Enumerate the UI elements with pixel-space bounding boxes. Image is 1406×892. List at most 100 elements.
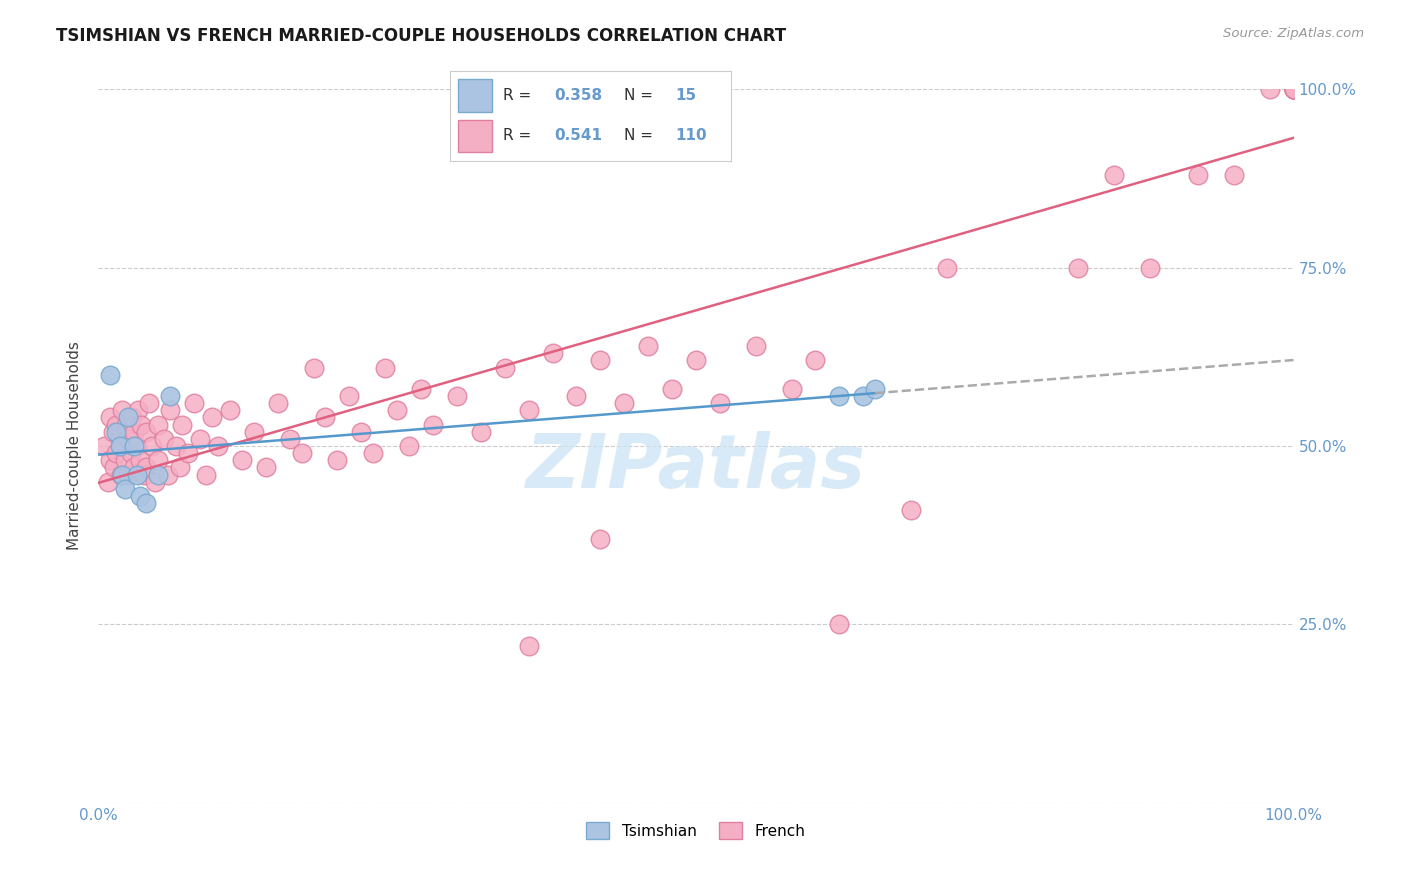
- Text: 0.541: 0.541: [554, 128, 602, 143]
- Point: [135, 425, 157, 439]
- Point: [111, 467, 134, 482]
- Point: [129, 453, 152, 467]
- Point: [127, 403, 149, 417]
- Point: [172, 417, 194, 432]
- Point: [117, 467, 139, 482]
- Point: [231, 453, 253, 467]
- Point: [709, 396, 731, 410]
- Point: [201, 410, 224, 425]
- Point: [165, 439, 187, 453]
- Point: [1282, 82, 1305, 96]
- Point: [132, 467, 155, 482]
- Point: [1282, 82, 1305, 96]
- Text: 15: 15: [675, 88, 696, 103]
- Point: [1282, 82, 1305, 96]
- Point: [363, 446, 385, 460]
- Point: [804, 353, 827, 368]
- Text: 110: 110: [675, 128, 706, 143]
- Y-axis label: Married-couple Households: Married-couple Households: [67, 342, 83, 550]
- Text: ZIPatlas: ZIPatlas: [526, 431, 866, 504]
- Point: [470, 425, 492, 439]
- Point: [1282, 82, 1305, 96]
- Point: [589, 532, 612, 546]
- Point: [121, 410, 143, 425]
- Point: [143, 475, 166, 489]
- Point: [114, 482, 136, 496]
- Point: [125, 467, 148, 482]
- Point: [156, 467, 179, 482]
- Point: [865, 382, 887, 396]
- Point: [745, 339, 768, 353]
- Point: [685, 353, 707, 368]
- Text: N =: N =: [624, 128, 658, 143]
- Point: [188, 432, 211, 446]
- Point: [828, 617, 851, 632]
- Point: [398, 439, 420, 453]
- Point: [159, 403, 181, 417]
- Point: [110, 467, 132, 482]
- Point: [267, 396, 290, 410]
- Text: R =: R =: [503, 128, 537, 143]
- Point: [1282, 82, 1305, 96]
- Point: [98, 410, 122, 425]
- Point: [1139, 260, 1161, 275]
- Point: [422, 417, 444, 432]
- Point: [517, 639, 540, 653]
- Text: N =: N =: [624, 88, 658, 103]
- Point: [1282, 82, 1305, 96]
- Point: [169, 460, 191, 475]
- Point: [278, 432, 301, 446]
- Point: [219, 403, 242, 417]
- Point: [374, 360, 396, 375]
- Point: [1282, 82, 1305, 96]
- Point: [291, 446, 314, 460]
- Point: [1282, 82, 1305, 96]
- Point: [1282, 82, 1305, 96]
- Point: [828, 389, 851, 403]
- Point: [103, 460, 125, 475]
- Text: R =: R =: [503, 88, 537, 103]
- Bar: [458, 79, 492, 112]
- Text: TSIMSHIAN VS FRENCH MARRIED-COUPLE HOUSEHOLDS CORRELATION CHART: TSIMSHIAN VS FRENCH MARRIED-COUPLE HOUSE…: [56, 27, 786, 45]
- Point: [1282, 82, 1305, 96]
- Point: [780, 382, 803, 396]
- Bar: [458, 120, 492, 152]
- Point: [120, 446, 142, 460]
- Point: [1282, 82, 1305, 96]
- Point: [148, 417, 170, 432]
- Point: [1282, 82, 1305, 96]
- Point: [315, 410, 337, 425]
- Point: [115, 417, 138, 432]
- Point: [243, 425, 266, 439]
- Point: [148, 467, 170, 482]
- Point: [111, 439, 134, 453]
- Point: [302, 360, 325, 375]
- Point: [1282, 82, 1305, 96]
- Text: Source: ZipAtlas.com: Source: ZipAtlas.com: [1223, 27, 1364, 40]
- Point: [1104, 168, 1126, 182]
- Point: [207, 439, 229, 453]
- Point: [124, 425, 146, 439]
- Point: [350, 425, 373, 439]
- Point: [517, 403, 540, 417]
- Point: [339, 389, 361, 403]
- Point: [124, 460, 146, 475]
- Point: [124, 439, 146, 453]
- Point: [326, 453, 349, 467]
- Point: [108, 439, 131, 453]
- Point: [494, 360, 516, 375]
- Point: [852, 389, 875, 403]
- Point: [105, 446, 128, 460]
- Point: [637, 339, 659, 353]
- Point: [108, 432, 131, 446]
- Point: [1282, 82, 1305, 96]
- Point: [661, 382, 683, 396]
- Legend: Tsimshian, French: Tsimshian, French: [581, 816, 811, 845]
- Point: [105, 425, 128, 439]
- Point: [385, 403, 409, 417]
- Point: [254, 460, 277, 475]
- Point: [1282, 82, 1305, 96]
- Point: [183, 396, 205, 410]
- Point: [141, 439, 163, 453]
- Point: [1282, 82, 1305, 96]
